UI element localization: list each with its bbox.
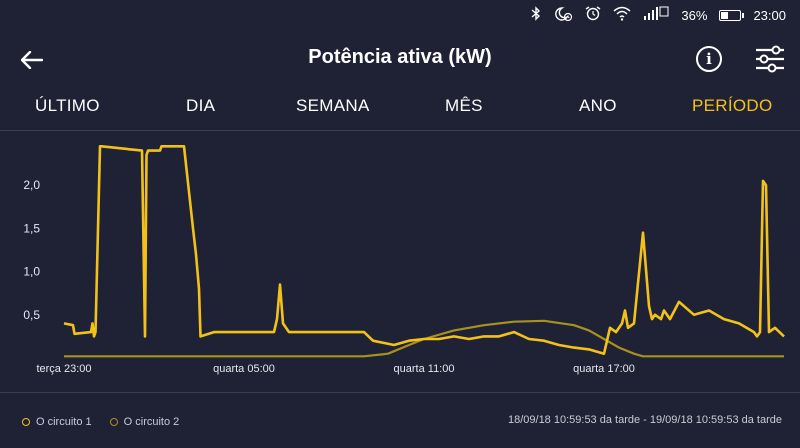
y-tick-label: 1,5	[23, 221, 40, 235]
battery-icon	[719, 9, 745, 21]
x-tick-label: quarta 11:00	[394, 363, 455, 375]
signal-icon	[643, 6, 669, 24]
filter-button[interactable]	[754, 44, 786, 74]
tab-ultimo[interactable]: ÚLTIMO	[35, 96, 100, 115]
legend-dot-circuit2	[109, 418, 118, 426]
series-line-circuit1	[63, 145, 785, 355]
info-icon: i	[706, 50, 712, 68]
tab-mes[interactable]: MÊS	[445, 96, 483, 115]
tabs-divider	[0, 130, 800, 131]
x-tick-label: terça 23:00	[36, 363, 91, 375]
wifi-icon	[613, 6, 631, 24]
legend-item-circuit2[interactable]: O circuito 2	[109, 416, 180, 428]
legend-label-circuit2: O circuito 2	[123, 416, 180, 428]
legend-item-circuit1[interactable]: O circuito 1	[22, 416, 92, 428]
y-tick-label: 1,0	[23, 265, 40, 279]
x-tick-label: quarta 05:00	[213, 363, 275, 375]
legend-dot-circuit1	[22, 418, 30, 426]
y-tick-label: 0,5	[23, 308, 40, 322]
alarm-icon	[585, 6, 601, 24]
tab-periodo[interactable]: PERÍODO	[692, 96, 773, 115]
do-not-disturb-icon	[553, 6, 573, 24]
sliders-icon	[756, 45, 784, 73]
status-bar: 36% 23:00	[0, 0, 800, 30]
arrow-left-icon	[21, 51, 43, 69]
power-chart[interactable]: 0,5 1,0 1,5 2,0 terça 23:00 quarta 05:00 quart…	[0, 132, 800, 390]
chart-legend: O circuito 1 O circuito 2	[22, 414, 179, 430]
app-bar: Potência ativa (kW) i	[0, 32, 800, 88]
date-range: 18/09/18 10:59:53 da tarde - 19/09/18 10…	[507, 414, 782, 426]
page-title: Potência ativa (kW)	[308, 46, 492, 68]
legend-label-circuit1: O circuito 1	[36, 416, 92, 428]
chart-bottom-divider	[0, 392, 800, 393]
status-time: 23:00	[753, 7, 786, 23]
info-button[interactable]: i	[696, 46, 722, 72]
bluetooth-icon	[531, 6, 541, 24]
period-tabs: ÚLTIMO DIA SEMANA MÊS ANO PERÍODO	[0, 96, 800, 126]
tab-dia[interactable]: DIA	[186, 96, 216, 115]
tab-semana[interactable]: SEMANA	[296, 96, 370, 115]
y-tick-label: 2,0	[23, 178, 40, 192]
tab-ano[interactable]: ANO	[579, 96, 617, 115]
x-tick-label: quarta 17:00	[573, 363, 635, 375]
back-button[interactable]	[16, 44, 48, 76]
series-line-circuit2	[64, 319, 784, 358]
battery-percentage: 36%	[681, 7, 708, 23]
